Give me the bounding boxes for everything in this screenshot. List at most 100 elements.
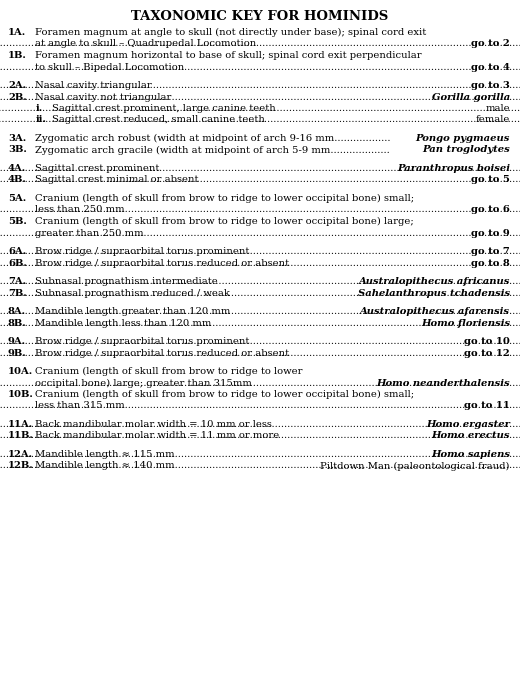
Text: Sagittal crest reduced, small canine teeth: Sagittal crest reduced, small canine tee… (52, 115, 265, 125)
Text: Sagittal crest minimal or absent: Sagittal crest minimal or absent (35, 176, 199, 184)
Text: Zygomatic arch gracile (width at midpoint of arch 5-9 mm...................: Zygomatic arch gracile (width at midpoin… (35, 146, 390, 155)
Text: go to 4: go to 4 (471, 62, 510, 71)
Text: go to 7: go to 7 (471, 247, 510, 256)
Text: Mandible length ≈ 140 mm: Mandible length ≈ 140 mm (35, 462, 175, 471)
Text: 6B.: 6B. (8, 258, 27, 268)
Text: Paranthropus boisei: Paranthropus boisei (397, 164, 510, 173)
Text: ................................................................................: ........................................… (0, 205, 520, 214)
Text: i.: i. (36, 104, 43, 113)
Text: go to 3: go to 3 (471, 81, 510, 90)
Text: ................................................................................: ........................................… (0, 462, 520, 471)
Text: 4A.: 4A. (8, 164, 26, 173)
Text: 12B.: 12B. (8, 462, 34, 471)
Text: Cranium (length of skull from brow to ridge to lower occipital bone) small;: Cranium (length of skull from brow to ri… (35, 390, 414, 399)
Text: Nasal cavity triangular: Nasal cavity triangular (35, 81, 152, 90)
Text: Australopithecus afarensis: Australopithecus afarensis (360, 307, 510, 316)
Text: 3B.: 3B. (8, 146, 27, 155)
Text: Subnasal prognathism intermediate: Subnasal prognathism intermediate (35, 277, 218, 286)
Text: ................................................................................: ........................................… (0, 450, 520, 459)
Text: 11A.: 11A. (8, 420, 33, 429)
Text: ................................................................................: ........................................… (0, 319, 520, 327)
Text: 7A.: 7A. (8, 277, 26, 286)
Text: ................................................................................: ........................................… (0, 307, 520, 316)
Text: Brow ridge / supraorbital torus reduced or absent: Brow ridge / supraorbital torus reduced … (35, 258, 289, 268)
Text: Brow ridge / supraorbital torus prominent: Brow ridge / supraorbital torus prominen… (35, 247, 250, 256)
Text: 2B.: 2B. (8, 92, 27, 102)
Text: 6A.: 6A. (8, 247, 26, 256)
Text: Sagittal crest prominent, large canine teeth: Sagittal crest prominent, large canine t… (52, 104, 276, 113)
Text: male: male (485, 104, 510, 113)
Text: Back mandibular molar width = 11 mm or more: Back mandibular molar width = 11 mm or m… (35, 431, 279, 441)
Text: 4B.: 4B. (8, 176, 27, 184)
Text: ................................................................................: ........................................… (0, 247, 520, 256)
Text: go to 10: go to 10 (464, 337, 510, 346)
Text: Foramen magnum horizontal to base of skull; spinal cord exit perpendicular: Foramen magnum horizontal to base of sku… (35, 51, 422, 60)
Text: Pan troglodytes: Pan troglodytes (422, 146, 510, 155)
Text: Brow ridge / supraorbital torus reduced or absent: Brow ridge / supraorbital torus reduced … (35, 348, 289, 357)
Text: Zygomatic arch robust (width at midpoint of arch 9-16 mm..................: Zygomatic arch robust (width at midpoint… (35, 134, 391, 143)
Text: ................................................................................: ........................................… (0, 431, 520, 441)
Text: greater than 250 mm: greater than 250 mm (35, 228, 144, 237)
Text: Sahelanthropus tchadensis: Sahelanthropus tchadensis (358, 289, 510, 298)
Text: ................................................................................: ........................................… (0, 289, 520, 298)
Text: Foramen magnum at angle to skull (not directly under base); spinal cord exit: Foramen magnum at angle to skull (not di… (35, 28, 426, 37)
Text: 8A.: 8A. (8, 307, 26, 316)
Text: ii.: ii. (36, 115, 47, 125)
Text: 8B.: 8B. (8, 319, 27, 327)
Text: TAXONOMIC KEY FOR HOMINIDS: TAXONOMIC KEY FOR HOMINIDS (132, 10, 388, 23)
Text: ................................................................................: ........................................… (0, 115, 520, 125)
Text: ................................................................................: ........................................… (0, 420, 520, 429)
Text: Pongo pygmaeus: Pongo pygmaeus (415, 134, 510, 143)
Text: occipital bone) large; greater than 315mm: occipital bone) large; greater than 315m… (35, 378, 252, 388)
Text: ................................................................................: ........................................… (0, 401, 520, 410)
Text: go to 9: go to 9 (471, 228, 510, 237)
Text: less than 315 mm: less than 315 mm (35, 401, 125, 410)
Text: ................................................................................: ........................................… (0, 104, 520, 113)
Text: go to 12: go to 12 (464, 348, 510, 357)
Text: Cranium (length of skull from brow to ridge to lower occipital bone) small;: Cranium (length of skull from brow to ri… (35, 194, 414, 203)
Text: Back mandibular molar width = 10 mm or less: Back mandibular molar width = 10 mm or l… (35, 420, 272, 429)
Text: Piltdown Man (paleontological fraud): Piltdown Man (paleontological fraud) (320, 462, 510, 471)
Text: ................................................................................: ........................................… (0, 378, 520, 388)
Text: Mandible length ≈ 115 mm: Mandible length ≈ 115 mm (35, 450, 175, 459)
Text: 10A.: 10A. (8, 367, 33, 376)
Text: Mandible length greater than 120 mm: Mandible length greater than 120 mm (35, 307, 230, 316)
Text: Australopithecus africanus: Australopithecus africanus (359, 277, 510, 286)
Text: 9B.: 9B. (8, 348, 27, 357)
Text: to skull – Bipedal Locomotion: to skull – Bipedal Locomotion (35, 62, 184, 71)
Text: ................................................................................: ........................................… (0, 258, 520, 268)
Text: Homo neanderthalensis: Homo neanderthalensis (376, 378, 510, 388)
Text: Sagittal crest prominent: Sagittal crest prominent (35, 164, 159, 173)
Text: 9A.: 9A. (8, 337, 26, 346)
Text: Gorilla gorilla: Gorilla gorilla (432, 92, 510, 102)
Text: Homo sapiens: Homo sapiens (431, 450, 510, 459)
Text: 2A.: 2A. (8, 81, 26, 90)
Text: Cranium (length of skull from brow to ridge to lower: Cranium (length of skull from brow to ri… (35, 367, 303, 376)
Text: Homo floriensis: Homo floriensis (421, 319, 510, 327)
Text: 1B.: 1B. (8, 51, 27, 60)
Text: ................................................................................: ........................................… (0, 92, 520, 102)
Text: Nasal cavity not triangular: Nasal cavity not triangular (35, 92, 172, 102)
Text: ................................................................................: ........................................… (0, 81, 520, 90)
Text: ................................................................................: ........................................… (0, 39, 520, 49)
Text: Mandible length less than 120 mm: Mandible length less than 120 mm (35, 319, 211, 327)
Text: 11B.: 11B. (8, 431, 34, 441)
Text: ................................................................................: ........................................… (0, 176, 520, 184)
Text: Homo erectus: Homo erectus (432, 431, 510, 441)
Text: ................................................................................: ........................................… (0, 228, 520, 237)
Text: Cranium (length of skull from brow to ridge to lower occipital bone) large;: Cranium (length of skull from brow to ri… (35, 217, 414, 226)
Text: 1A.: 1A. (8, 28, 26, 37)
Text: Homo ergaster: Homo ergaster (426, 420, 510, 429)
Text: 12A.: 12A. (8, 450, 33, 459)
Text: female: female (476, 115, 510, 125)
Text: at angle to skull – Quadrupedal Locomotion: at angle to skull – Quadrupedal Locomoti… (35, 39, 256, 49)
Text: go to 11: go to 11 (464, 401, 510, 410)
Text: 5B.: 5B. (8, 217, 27, 226)
Text: ................................................................................: ........................................… (0, 337, 520, 346)
Text: less than 250 mm: less than 250 mm (35, 205, 125, 214)
Text: 3A.: 3A. (8, 134, 26, 143)
Text: 10B.: 10B. (8, 390, 34, 399)
Text: ................................................................................: ........................................… (0, 62, 520, 71)
Text: Subnasal prognathism reduced / weak: Subnasal prognathism reduced / weak (35, 289, 230, 298)
Text: go to 2: go to 2 (471, 39, 510, 49)
